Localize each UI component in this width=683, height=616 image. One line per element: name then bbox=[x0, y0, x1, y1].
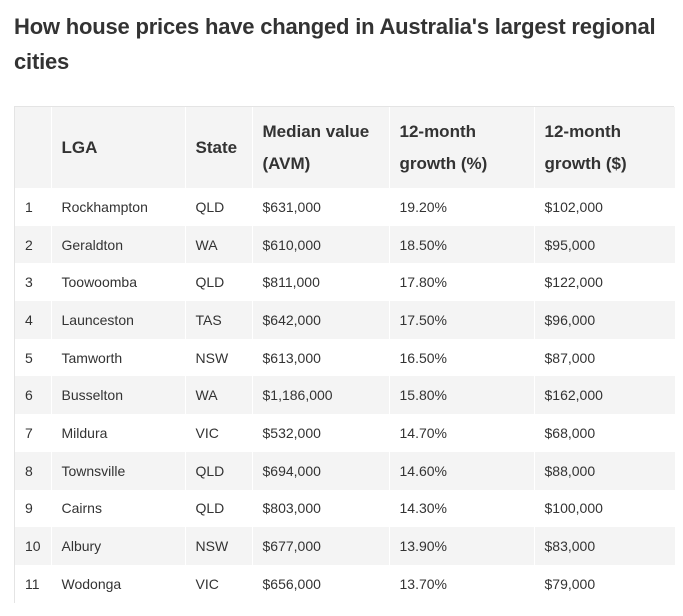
cell-lga: Mildura bbox=[51, 414, 186, 452]
table-row: 9 Cairns QLD $803,000 14.30% $100,000 bbox=[15, 489, 675, 528]
table-header-row: LGA State Median value (AVM) 12-month gr… bbox=[15, 107, 675, 188]
cell-median-value: $811,000 bbox=[252, 263, 390, 302]
cell-growth-percent: 14.70% bbox=[389, 414, 535, 452]
price-table-container: LGA State Median value (AVM) 12-month gr… bbox=[14, 106, 675, 603]
cell-growth-dollars: $95,000 bbox=[534, 225, 675, 264]
cell-rank: 9 bbox=[15, 489, 52, 528]
header-growth-dollars: 12-month growth ($) bbox=[534, 107, 675, 188]
cell-rank: 10 bbox=[15, 527, 52, 565]
header-rank bbox=[15, 107, 52, 188]
cell-median-value: $803,000 bbox=[252, 489, 390, 528]
cell-growth-dollars: $100,000 bbox=[534, 489, 675, 528]
header-median-value: Median value (AVM) bbox=[252, 107, 390, 188]
cell-lga: Toowoomba bbox=[51, 263, 186, 302]
cell-lga: Townsville bbox=[51, 451, 186, 490]
cell-rank: 2 bbox=[15, 225, 52, 264]
cell-state: QLD bbox=[185, 489, 253, 528]
cell-lga: Geraldton bbox=[51, 225, 186, 264]
table-row: 10 Albury NSW $677,000 13.90% $83,000 bbox=[15, 527, 675, 565]
header-state: State bbox=[185, 107, 253, 188]
table-row: 2 Geraldton WA $610,000 18.50% $95,000 bbox=[15, 225, 675, 264]
cell-growth-percent: 17.50% bbox=[389, 301, 535, 339]
table-row: 4 Launceston TAS $642,000 17.50% $96,000 bbox=[15, 301, 675, 339]
table-row: 1 Rockhampton QLD $631,000 19.20% $102,000 bbox=[15, 188, 675, 226]
cell-growth-dollars: $88,000 bbox=[534, 451, 675, 490]
cell-lga: Cairns bbox=[51, 489, 186, 528]
cell-rank: 3 bbox=[15, 263, 52, 302]
cell-growth-percent: 16.50% bbox=[389, 338, 535, 377]
cell-growth-dollars: $102,000 bbox=[534, 188, 675, 226]
cell-median-value: $610,000 bbox=[252, 225, 390, 264]
cell-rank: 1 bbox=[15, 188, 52, 226]
cell-growth-dollars: $96,000 bbox=[534, 301, 675, 339]
cell-state: WA bbox=[185, 225, 253, 264]
cell-rank: 4 bbox=[15, 301, 52, 339]
cell-state: QLD bbox=[185, 263, 253, 302]
cell-lga: Busselton bbox=[51, 376, 186, 415]
price-table: LGA State Median value (AVM) 12-month gr… bbox=[15, 107, 675, 603]
cell-growth-percent: 13.90% bbox=[389, 527, 535, 565]
cell-rank: 6 bbox=[15, 376, 52, 415]
header-growth-percent: 12-month growth (%) bbox=[389, 107, 535, 188]
cell-median-value: $1,186,000 bbox=[252, 376, 390, 415]
cell-growth-percent: 13.70% bbox=[389, 564, 535, 603]
cell-lga: Rockhampton bbox=[51, 188, 186, 226]
cell-rank: 11 bbox=[15, 564, 52, 603]
cell-growth-percent: 18.50% bbox=[389, 225, 535, 264]
cell-growth-percent: 19.20% bbox=[389, 188, 535, 226]
cell-lga: Albury bbox=[51, 527, 186, 565]
cell-median-value: $694,000 bbox=[252, 451, 390, 490]
cell-state: TAS bbox=[185, 301, 253, 339]
cell-growth-dollars: $68,000 bbox=[534, 414, 675, 452]
cell-state: QLD bbox=[185, 451, 253, 490]
cell-median-value: $532,000 bbox=[252, 414, 390, 452]
table-row: 5 Tamworth NSW $613,000 16.50% $87,000 bbox=[15, 338, 675, 377]
cell-growth-dollars: $122,000 bbox=[534, 263, 675, 302]
cell-median-value: $613,000 bbox=[252, 338, 390, 377]
table-row: 8 Townsville QLD $694,000 14.60% $88,000 bbox=[15, 451, 675, 490]
table-row: 3 Toowoomba QLD $811,000 17.80% $122,000 bbox=[15, 263, 675, 302]
cell-rank: 5 bbox=[15, 338, 52, 377]
cell-growth-dollars: $79,000 bbox=[534, 564, 675, 603]
cell-lga: Wodonga bbox=[51, 564, 186, 603]
cell-rank: 7 bbox=[15, 414, 52, 452]
cell-lga: Launceston bbox=[51, 301, 186, 339]
cell-growth-percent: 17.80% bbox=[389, 263, 535, 302]
cell-median-value: $656,000 bbox=[252, 564, 390, 603]
cell-growth-percent: 14.30% bbox=[389, 489, 535, 528]
cell-growth-dollars: $87,000 bbox=[534, 338, 675, 377]
cell-median-value: $631,000 bbox=[252, 188, 390, 226]
cell-growth-percent: 14.60% bbox=[389, 451, 535, 490]
cell-state: VIC bbox=[185, 564, 253, 603]
table-row: 11 Wodonga VIC $656,000 13.70% $79,000 bbox=[15, 564, 675, 603]
cell-median-value: $677,000 bbox=[252, 527, 390, 565]
cell-median-value: $642,000 bbox=[252, 301, 390, 339]
cell-lga: Tamworth bbox=[51, 338, 186, 377]
cell-state: VIC bbox=[185, 414, 253, 452]
cell-state: NSW bbox=[185, 527, 253, 565]
page-title: How house prices have changed in Austral… bbox=[14, 14, 656, 74]
cell-growth-dollars: $83,000 bbox=[534, 527, 675, 565]
cell-rank: 8 bbox=[15, 451, 52, 490]
cell-state: WA bbox=[185, 376, 253, 415]
table-body: 1 Rockhampton QLD $631,000 19.20% $102,000 2 Ge… bbox=[15, 188, 675, 603]
cell-state: QLD bbox=[185, 188, 253, 226]
table-row: 6 Busselton WA $1,186,000 15.80% $162,000 bbox=[15, 376, 675, 415]
cell-growth-percent: 15.80% bbox=[389, 376, 535, 415]
cell-growth-dollars: $162,000 bbox=[534, 376, 675, 415]
table-row: 7 Mildura VIC $532,000 14.70% $68,000 bbox=[15, 414, 675, 452]
cell-state: NSW bbox=[185, 338, 253, 377]
header-lga: LGA bbox=[51, 107, 186, 188]
